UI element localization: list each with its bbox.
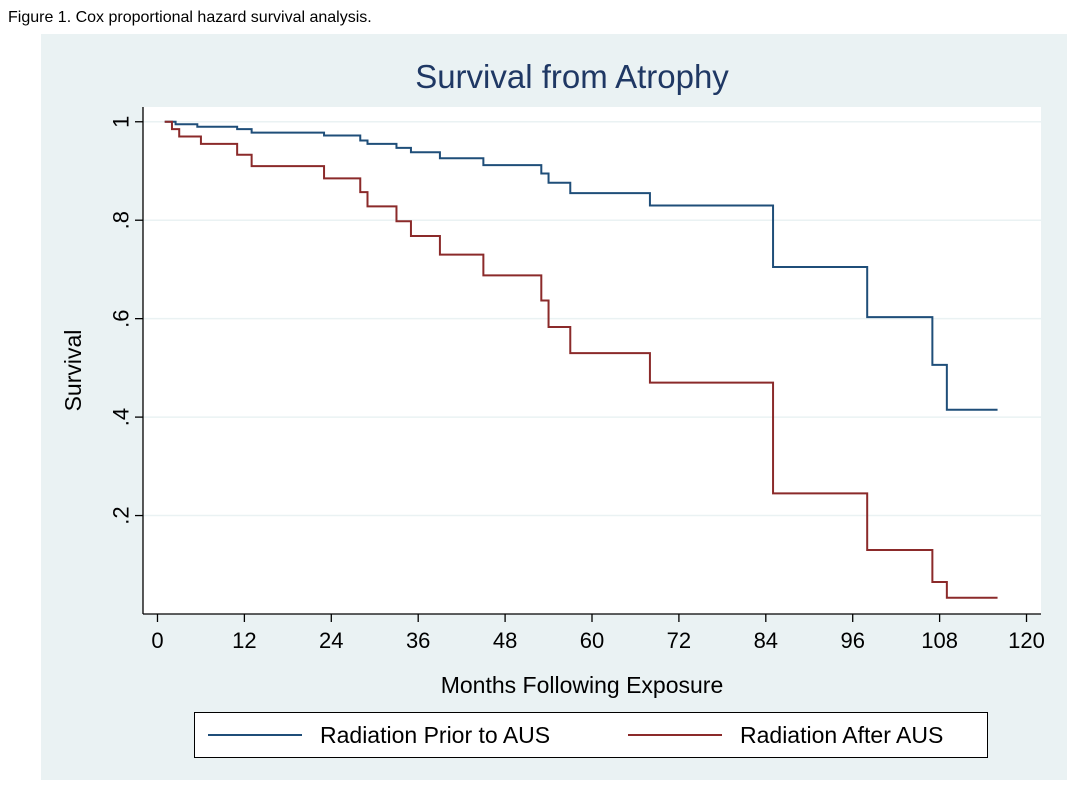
x-tick-label: 60 [580,628,604,653]
legend-swatch-prior [208,734,302,736]
legend: Radiation Prior to AUS Radiation After A… [194,712,988,758]
legend-item-prior: Radiation Prior to AUS [208,713,550,757]
x-tick-label: 48 [493,628,517,653]
x-tick-label: 24 [319,628,343,653]
chart-svg: 0 12 24 36 48 60 72 84 96 108 120 .2 .4 .6 .8 1 Surviva… [60,58,1045,698]
legend-label-after: Radiation After AUS [740,721,944,748]
x-tick-label: 96 [840,628,864,653]
series-line-prior [164,120,998,411]
y-tick-label: .4 [109,408,134,426]
x-tick-label: 120 [1008,628,1045,653]
x-tick-label: 36 [406,628,430,653]
grid-lines [143,121,1041,517]
y-tick-label: .2 [109,506,134,524]
x-tick-label: 12 [232,628,256,653]
legend-label-prior: Radiation Prior to AUS [320,721,551,748]
axes: 0 12 24 36 48 60 72 84 96 108 120 .2 .4 .6 .8 1 [109,107,1045,653]
figure-caption: Figure 1. Cox proportional hazard surviv… [8,9,372,26]
x-tick-label: 108 [921,628,958,653]
x-axis-label: Months Following Exposure [441,672,724,698]
plot-area [143,107,1041,614]
legend-swatch-after [628,734,722,736]
series-lines [164,120,998,599]
x-tick-label: 84 [754,628,778,653]
chart-panel: 0 12 24 36 48 60 72 84 96 108 120 .2 .4 .6 .8 1 Surviva… [41,34,1067,780]
y-tick-label: .6 [109,309,134,327]
x-tick-label: 72 [667,628,691,653]
series-line-after [164,120,998,599]
x-tick-label: 0 [151,628,163,653]
chart-title: Survival from Atrophy [415,58,729,95]
legend-item-after: Radiation After AUS [628,713,943,757]
y-tick-label: 1 [109,116,134,128]
y-axis-label: Survival [60,330,86,412]
y-tick-label: .8 [109,211,134,229]
